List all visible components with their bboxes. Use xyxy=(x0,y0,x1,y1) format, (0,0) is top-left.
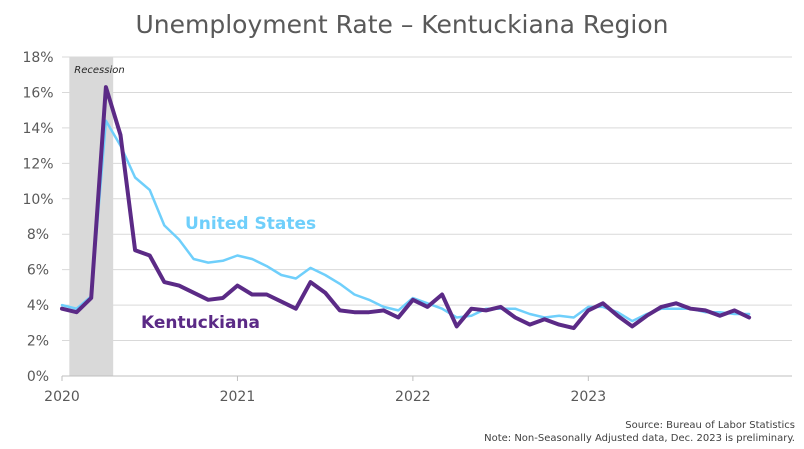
y-tick-label: 16% xyxy=(22,85,53,101)
x-tick-label: 2020 xyxy=(44,389,80,405)
footnote: Note: Non-Seasonally Adjusted data, Dec.… xyxy=(484,433,795,444)
y-tick-label: 10% xyxy=(22,192,53,208)
series-labels: United States Kentuckiana xyxy=(141,214,316,333)
series-label-kentuckiana: Kentuckiana xyxy=(141,313,260,333)
series-line-kentuckiana xyxy=(60,85,752,331)
recession-label: Recession xyxy=(74,65,124,76)
y-tick-label: 12% xyxy=(22,156,53,172)
y-tick-label: 8% xyxy=(27,227,49,243)
gridlines xyxy=(62,56,792,342)
y-tick-label: 18% xyxy=(22,50,53,66)
x-tick-label: 2023 xyxy=(570,389,606,405)
series-line-united-states xyxy=(60,119,751,323)
x-tick-label: 2021 xyxy=(220,389,256,405)
source-note: Source: Bureau of Labor Statistics xyxy=(625,420,795,431)
series-layer xyxy=(60,85,752,331)
axes: 0% 2% 4% 6% 8% 10% 12% 14% 16% 18% 2020 2021 2022 202… xyxy=(22,50,792,405)
series-label-united-states: United States xyxy=(185,214,316,234)
x-tick-label: 2022 xyxy=(395,389,431,405)
y-tick-label: 6% xyxy=(27,263,49,279)
chart-title: Unemployment Rate – Kentuckiana Region xyxy=(135,10,668,39)
y-tick-label: 0% xyxy=(27,369,49,385)
y-tick-label: 4% xyxy=(27,298,49,314)
y-tick-label: 2% xyxy=(27,334,49,350)
y-tick-label: 14% xyxy=(22,121,53,137)
